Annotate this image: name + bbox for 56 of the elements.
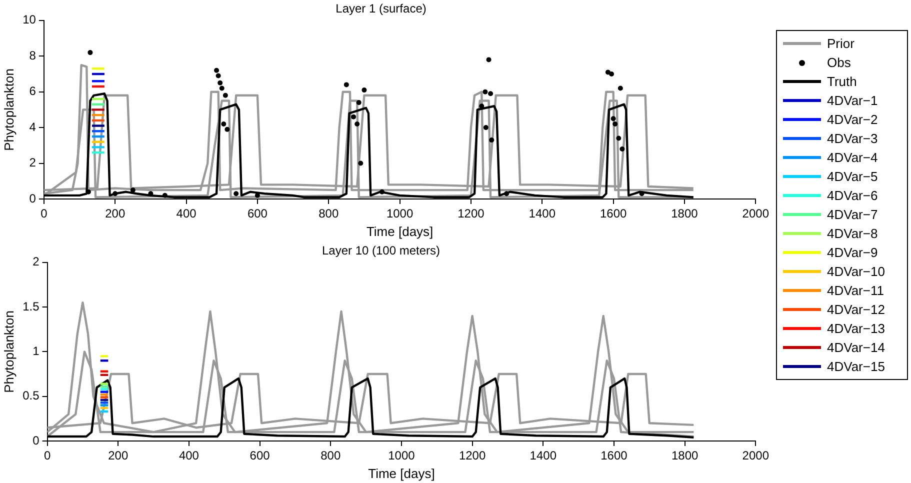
- x-tick-label: 1800: [671, 206, 698, 221]
- x-tick-label: 800: [320, 448, 341, 463]
- x-tick-label: 1600: [600, 206, 627, 221]
- legend-label: Truth: [827, 74, 857, 89]
- x-tick-label: 1600: [600, 448, 628, 463]
- x-tick-label: 600: [247, 206, 268, 221]
- legend-label: 4DVar−15: [827, 359, 885, 374]
- x-tick-label: 0: [44, 448, 51, 463]
- x-tick-label: 800: [318, 206, 339, 221]
- legend-label: Obs: [827, 55, 851, 70]
- legend-label: 4DVar−6: [827, 188, 878, 203]
- y-tick-label: 10: [22, 12, 36, 27]
- x-tick-label: 200: [105, 206, 126, 221]
- legend-label: 4DVar−14: [827, 340, 885, 355]
- x-axis-title: Time [days]: [366, 224, 434, 239]
- y-tick-label: 1: [32, 344, 40, 358]
- legend-label: 4DVar−13: [827, 321, 885, 336]
- x-tick-label: 200: [108, 448, 128, 463]
- y-tick-label: 8: [29, 48, 36, 62]
- x-tick-label: 1400: [530, 448, 557, 463]
- legend-label: Prior: [827, 36, 854, 51]
- legend-label: 4DVar−8: [827, 226, 878, 241]
- legend-label: 4DVar−12: [827, 302, 885, 317]
- chart-title: Layer 1 (surface): [336, 2, 426, 16]
- x-tick-label: 2000: [742, 448, 770, 463]
- x-tick-label: 400: [178, 448, 200, 463]
- x-tick-label: 600: [250, 448, 270, 463]
- x-tick-label: 1000: [386, 206, 414, 221]
- legend-label: 4DVar−11: [827, 283, 884, 298]
- x-tick-label: 1200: [458, 448, 486, 463]
- legend-label: 4DVar−7: [827, 207, 878, 222]
- x-tick-label: 1400: [528, 206, 556, 221]
- y-tick-label: 6: [29, 84, 36, 98]
- x-axis-title: Time [days]: [368, 466, 435, 481]
- y-tick-label: 2: [32, 254, 40, 269]
- y-tick-label: 2: [29, 156, 36, 170]
- x-tick-label: 1800: [671, 448, 698, 463]
- legend-label: 4DVar−3: [827, 131, 878, 146]
- x-tick-label: 1000: [388, 448, 416, 463]
- legend-label: 4DVar−10: [827, 264, 885, 279]
- y-tick-label: 0.5: [22, 388, 40, 403]
- y-axis-title: Phytoplankton: [1, 68, 16, 151]
- x-tick-label: 400: [176, 206, 197, 221]
- y-tick-label: 0: [29, 191, 36, 206]
- legend-label: 4DVar−2: [827, 112, 878, 127]
- y-tick-label: 4: [29, 120, 36, 134]
- y-tick-label: 0: [32, 433, 40, 448]
- y-axis-title: Phytoplankton: [1, 310, 16, 393]
- y-tick-label: 1.5: [22, 299, 40, 314]
- legend-label: 4DVar−4: [827, 150, 878, 165]
- x-tick-label: 2000: [742, 206, 770, 221]
- legend-label: 4DVar−9: [827, 245, 878, 260]
- legend-label: 4DVar−1: [827, 93, 878, 108]
- x-tick-label: 1200: [458, 206, 485, 221]
- chart-title: Layer 10 (100 meters): [322, 244, 440, 258]
- legend-label: 4DVar−5: [827, 169, 878, 184]
